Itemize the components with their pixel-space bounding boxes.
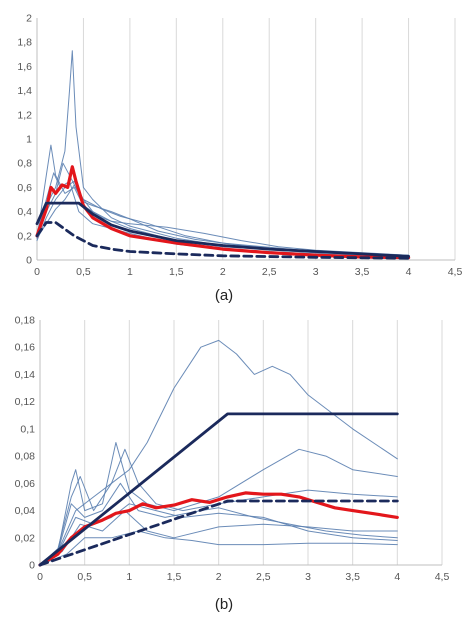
y-tick-label: 0,02 xyxy=(15,532,36,544)
y-tick-label: 0,6 xyxy=(17,182,32,194)
y-tick-label: 0,08 xyxy=(15,451,36,463)
x-tick-label: 1,5 xyxy=(169,266,184,278)
x-tick-label: 0 xyxy=(34,266,40,278)
series-line-solid-8 xyxy=(38,412,399,567)
series-line-thin-5 xyxy=(39,510,398,566)
y-tick-label: 1,4 xyxy=(17,85,32,97)
y-tick-label: 0,04 xyxy=(15,505,36,517)
y-tick-label: 1 xyxy=(26,134,32,146)
x-tick-label: 0,5 xyxy=(77,571,92,583)
y-tick-label: 0 xyxy=(29,560,35,572)
y-tick-label: 0,12 xyxy=(15,396,36,408)
y-tick-label: 0,2 xyxy=(17,230,32,242)
x-tick-label: 2,5 xyxy=(262,266,277,278)
y-tick-label: 1,6 xyxy=(17,61,32,73)
x-tick-label: 2 xyxy=(220,266,226,278)
y-tick-label: 1,2 xyxy=(17,109,32,121)
y-tick-label: 2 xyxy=(26,13,32,25)
series-line-thin-2 xyxy=(39,448,398,566)
x-tick-label: 4 xyxy=(406,266,412,278)
series-line-thin-3 xyxy=(39,482,398,566)
series-line-thin-0 xyxy=(39,339,398,566)
series-line-thin-1 xyxy=(39,442,398,566)
panel-label-b: (b) xyxy=(215,596,233,613)
y-tick-label: 0,14 xyxy=(15,369,36,381)
series-line-solid-7 xyxy=(35,201,410,258)
x-tick-label: 0 xyxy=(37,571,43,583)
x-tick-label: 3,5 xyxy=(355,266,370,278)
x-tick-label: 3 xyxy=(313,266,319,278)
chart-panel-a: 0 0,5 1 1,5 2 2,5 3 3,5 4 4,5 0 0,2 0,4 0,6 0,8 1 1,2 1,4… xyxy=(17,13,462,279)
x-tick-label: 2 xyxy=(216,571,222,583)
y-tick-label: 0 xyxy=(26,255,32,267)
series-line-dashed-9 xyxy=(38,499,399,567)
chart-panel-b: 0 0,5 1 1,5 2 2,5 3 3,5 4 4,5 0 0,02 0,04 0,06 0,08 0,1… xyxy=(15,315,450,584)
x-tick-label: 4,5 xyxy=(448,266,463,278)
y-tick-label: 0,16 xyxy=(15,342,36,354)
y-tick-label: 0,8 xyxy=(17,158,32,170)
x-tick-label: 1 xyxy=(127,266,133,278)
y-tick-label: 0,1 xyxy=(20,423,35,435)
panel-label-a: (a) xyxy=(215,287,233,304)
x-tick-label: 4,5 xyxy=(435,571,450,583)
series-line-thin-4 xyxy=(39,503,398,566)
x-tick-label: 4 xyxy=(394,571,400,583)
x-tick-label: 1 xyxy=(126,571,132,583)
x-tick-label: 1,5 xyxy=(167,571,182,583)
y-tick-label: 0,06 xyxy=(15,478,36,490)
series-line-thin-6 xyxy=(39,530,398,566)
y-tick-label: 1,8 xyxy=(17,37,32,49)
x-tick-label: 3,5 xyxy=(345,571,360,583)
series-line-thin-5 xyxy=(36,184,410,256)
x-tick-label: 0,5 xyxy=(76,266,91,278)
y-tick-label: 0,4 xyxy=(17,206,32,218)
x-tick-label: 2,5 xyxy=(256,571,271,583)
x-tick-label: 3 xyxy=(305,571,311,583)
y-tick-label: 0,18 xyxy=(15,315,36,327)
